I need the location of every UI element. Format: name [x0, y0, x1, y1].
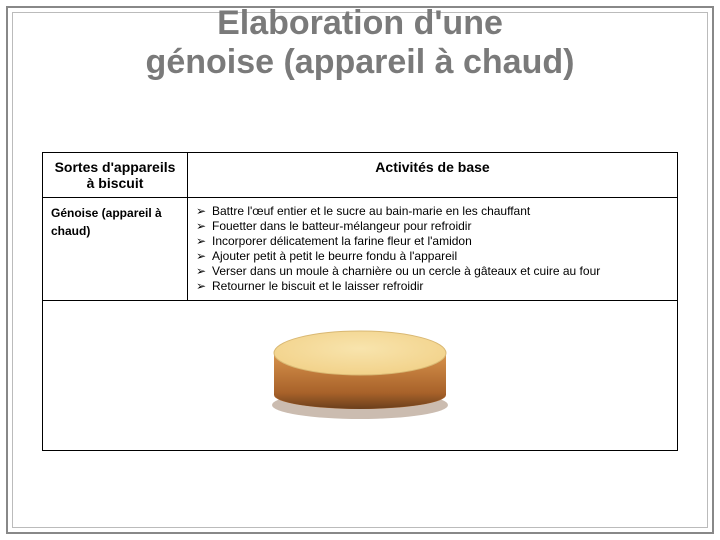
slide-title: Elaboration d'une génoise (appareil à ch… — [0, 4, 720, 82]
bullet-icon: ➢ — [196, 219, 212, 233]
bullet-icon: ➢ — [196, 249, 212, 263]
activity-text: Incorporer délicatement la farine fleur … — [212, 234, 472, 248]
activity-item: ➢Verser dans un moule à charnière ou un … — [196, 264, 669, 278]
activity-text: Verser dans un moule à charnière ou un c… — [212, 264, 600, 278]
activity-item: ➢Incorporer délicatement la farine fleur… — [196, 234, 669, 248]
bullet-icon: ➢ — [196, 279, 212, 293]
header-left: Sortes d'appareils à biscuit — [43, 153, 188, 198]
content-table: Sortes d'appareils à biscuit Activités d… — [42, 152, 678, 451]
table-image-row — [43, 301, 678, 451]
activity-text: Fouetter dans le batteur-mélangeur pour … — [212, 219, 471, 233]
bullet-icon: ➢ — [196, 204, 212, 218]
activity-text: Battre l'œuf entier et le sucre au bain-… — [212, 204, 530, 218]
row-label: Génoise (appareil à chaud) — [51, 206, 162, 238]
bullet-icon: ➢ — [196, 234, 212, 248]
activity-text: Ajouter petit à petit le beurre fondu à … — [212, 249, 457, 263]
header-right: Activités de base — [188, 153, 678, 198]
title-line-1: Elaboration d'une — [217, 4, 503, 42]
bullet-icon: ➢ — [196, 264, 212, 278]
activities-cell: ➢Battre l'œuf entier et le sucre au bain… — [188, 198, 678, 301]
activities-list: ➢Battre l'œuf entier et le sucre au bain… — [196, 204, 669, 293]
image-cell — [43, 301, 678, 451]
activity-item: ➢Retourner le biscuit et le laisser refr… — [196, 279, 669, 293]
activity-item: ➢Fouetter dans le batteur-mélangeur pour… — [196, 219, 669, 233]
table-header-row: Sortes d'appareils à biscuit Activités d… — [43, 153, 678, 198]
table-row: Génoise (appareil à chaud) ➢Battre l'œuf… — [43, 198, 678, 301]
activity-text: Retourner le biscuit et le laisser refro… — [212, 279, 423, 293]
title-line-2: génoise (appareil à chaud) — [146, 43, 575, 81]
genoise-cake-icon — [260, 307, 460, 422]
activity-item: ➢Ajouter petit à petit le beurre fondu à… — [196, 249, 669, 263]
row-label-cell: Génoise (appareil à chaud) — [43, 198, 188, 301]
activity-item: ➢Battre l'œuf entier et le sucre au bain… — [196, 204, 669, 218]
